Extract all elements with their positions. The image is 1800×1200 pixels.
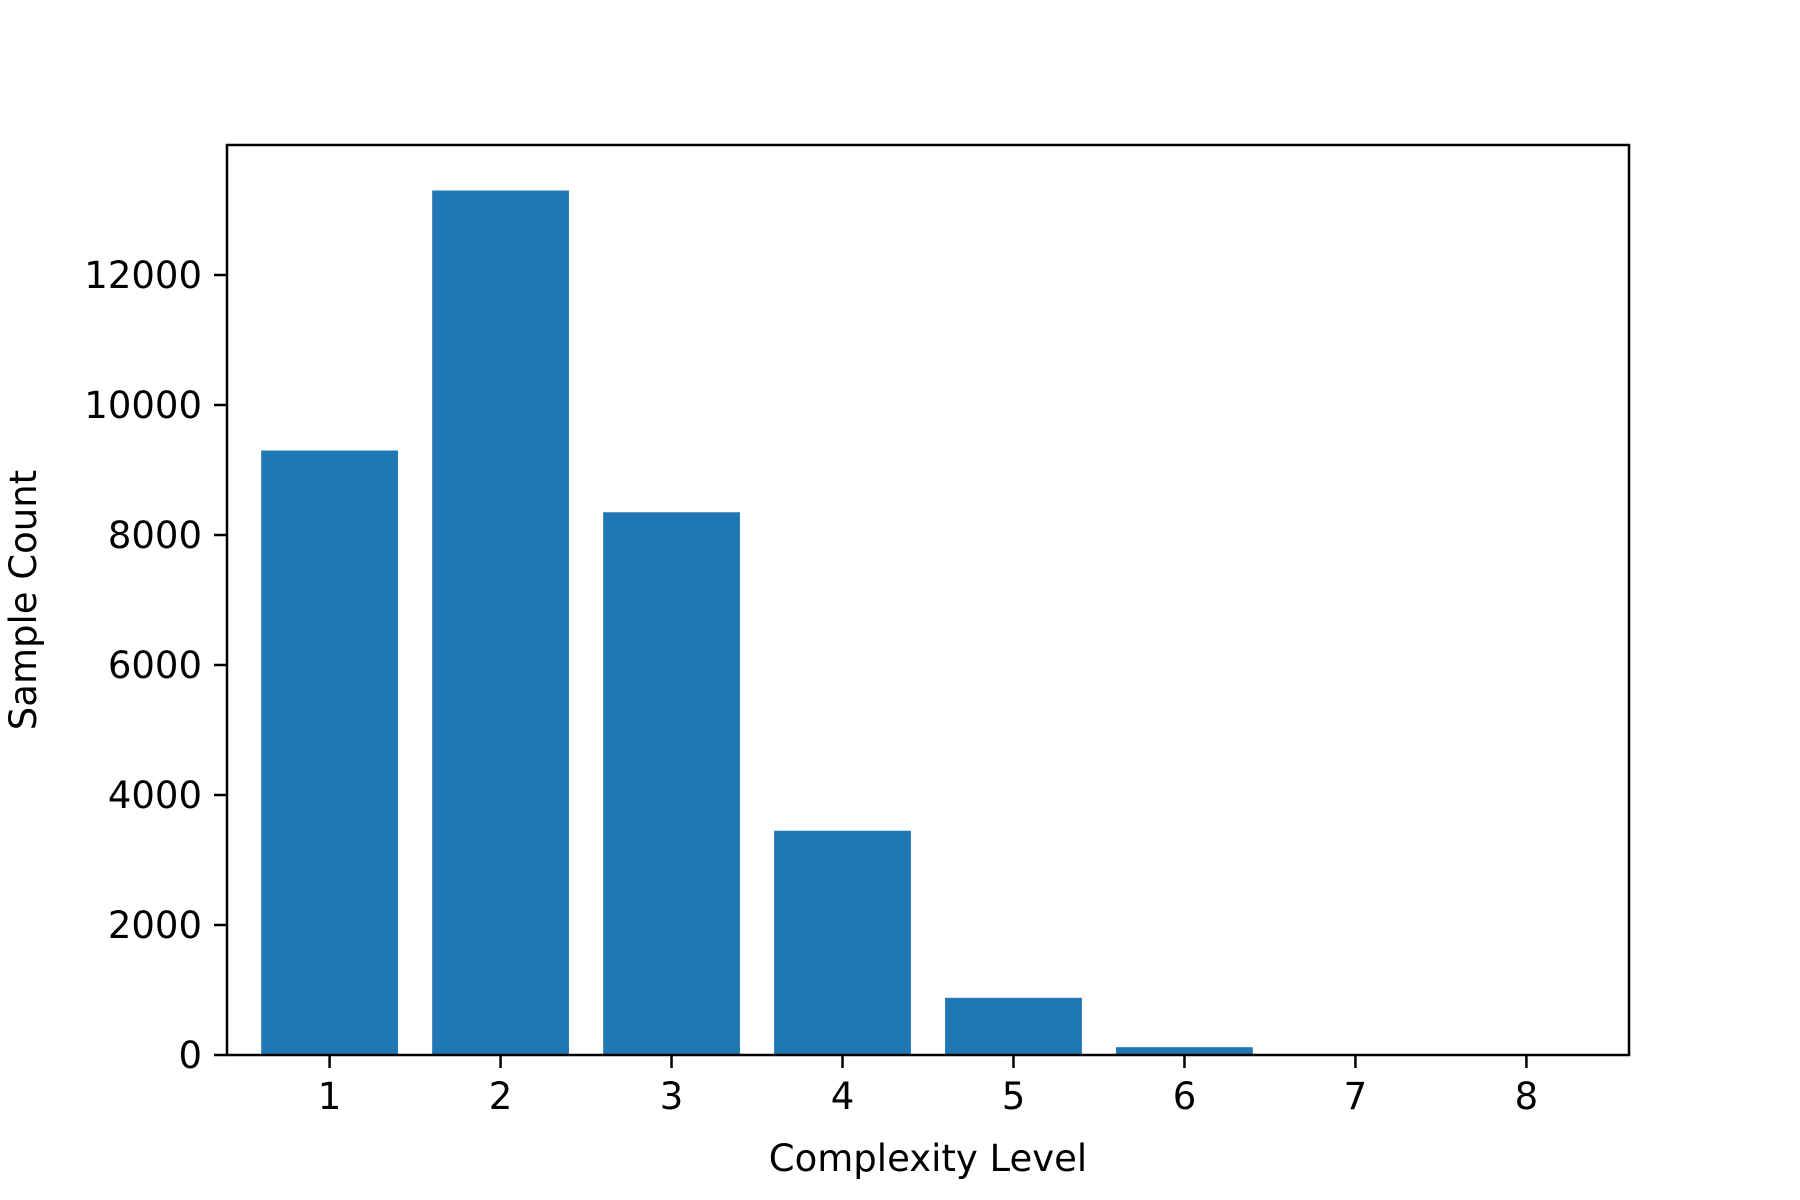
x-tick-label: 2: [489, 1075, 513, 1118]
y-axis-label: Sample Count: [2, 470, 45, 730]
bar-6: [1116, 1047, 1253, 1055]
x-tick-label: 6: [1173, 1075, 1197, 1118]
bar-4: [774, 830, 911, 1055]
x-tick-label: 7: [1344, 1075, 1368, 1118]
bar-3: [603, 512, 740, 1055]
bar-1: [261, 450, 398, 1055]
x-tick-label: 1: [318, 1075, 342, 1118]
y-tick-label: 6000: [108, 644, 202, 687]
y-tick-label: 10000: [84, 384, 202, 427]
plot-frame: [225, 143, 1631, 1057]
x-tick-label: 8: [1515, 1075, 1539, 1118]
y-axis-ticks: 0 2000 4000 6000 8000 10000 12000: [84, 254, 227, 1077]
x-axis-ticks: 1 2 3 4 5 6 7 8: [318, 1055, 1538, 1118]
bar-5: [945, 997, 1082, 1055]
y-tick-label: 2000: [108, 904, 202, 947]
bar-2: [432, 190, 569, 1055]
y-tick-label: 0: [178, 1034, 202, 1077]
x-tick-label: 3: [660, 1075, 684, 1118]
y-tick-label: 8000: [108, 514, 202, 557]
x-axis-label: Complexity Level: [769, 1137, 1087, 1180]
y-tick-label: 12000: [84, 254, 202, 297]
x-tick-label: 4: [831, 1075, 855, 1118]
y-tick-label: 4000: [108, 774, 202, 817]
x-tick-label: 5: [1002, 1075, 1026, 1118]
bar-series: [261, 190, 1253, 1055]
